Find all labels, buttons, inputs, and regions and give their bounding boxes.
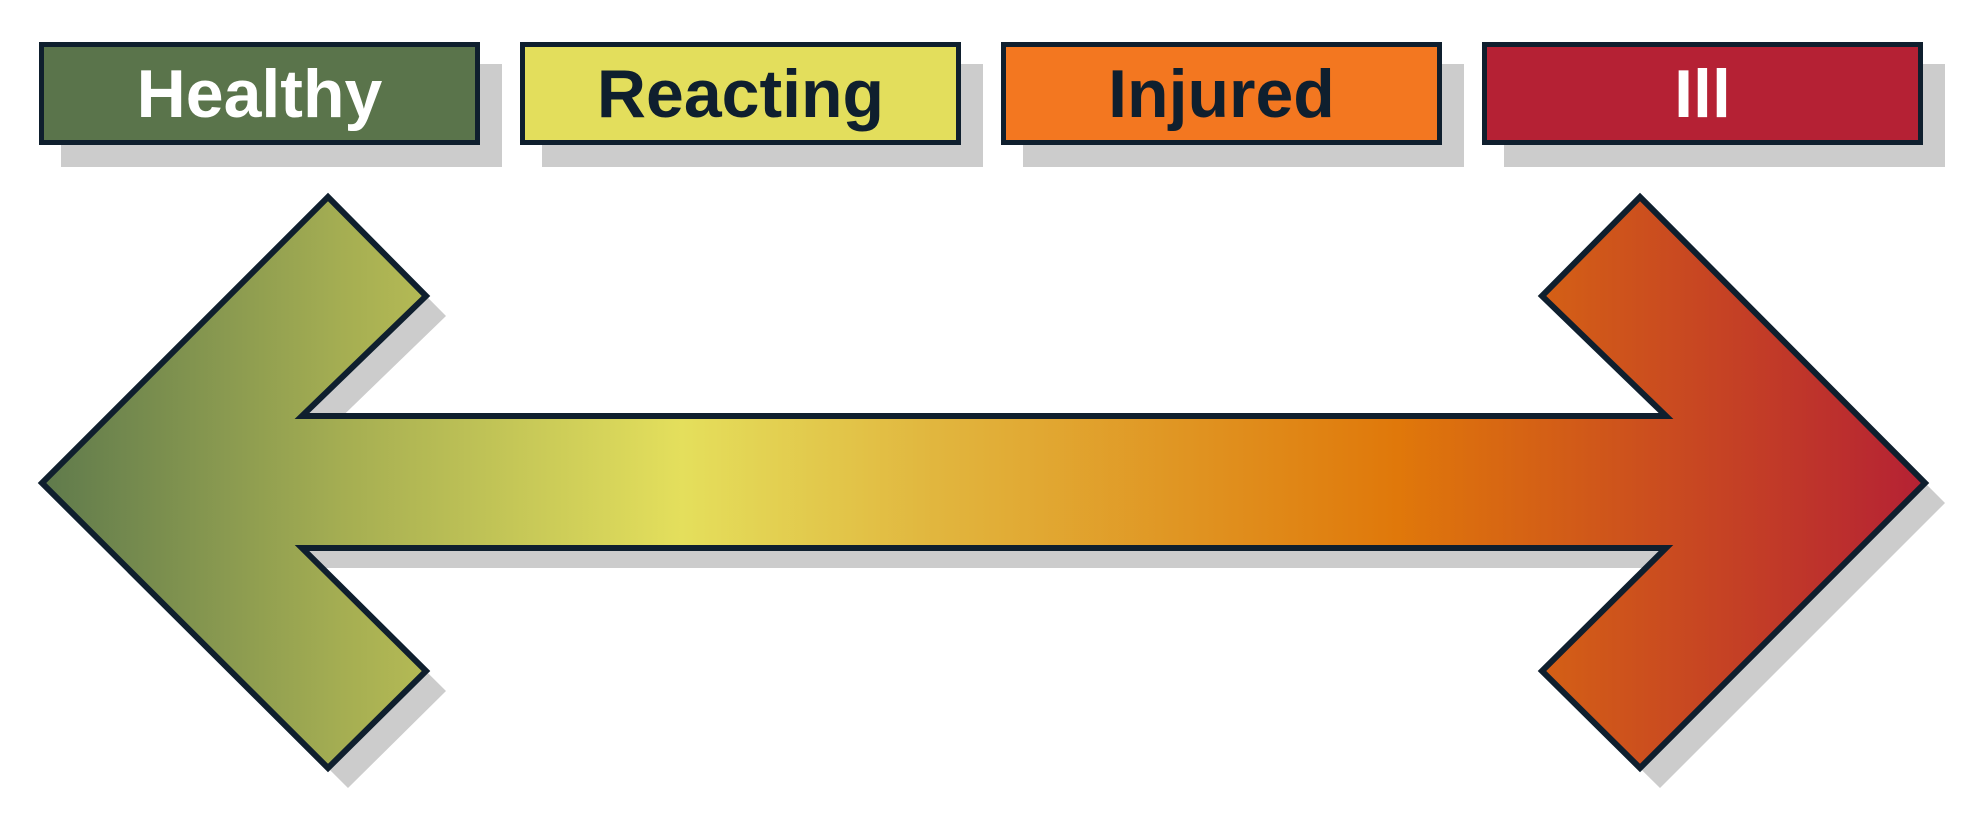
state-label-text: Healthy xyxy=(136,55,383,132)
state-label-text: Reacting xyxy=(596,55,885,132)
state-label-healthy: Healthy xyxy=(39,42,480,145)
state-label-text: Ill xyxy=(1674,55,1731,132)
arrow-body xyxy=(37,192,1930,773)
state-label-ill: Ill xyxy=(1482,42,1923,145)
state-label-injured: Injured xyxy=(1001,42,1442,145)
state-label-reacting: Reacting xyxy=(520,42,961,145)
state-label-text: Injured xyxy=(1108,55,1335,132)
